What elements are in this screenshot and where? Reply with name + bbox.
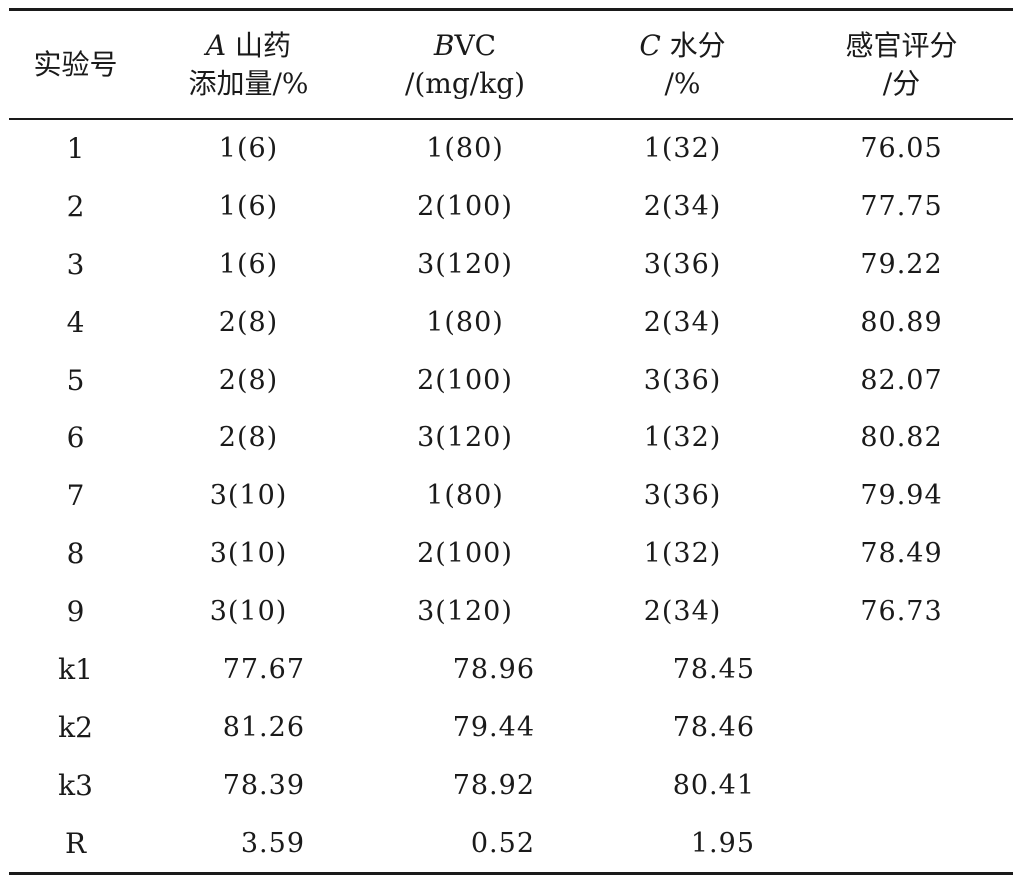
table-cell: 79.22 [860,248,943,280]
header-sensory-score: 感官评分 /分 [845,28,958,100]
table-cell: 1(6) [218,248,279,280]
run-number-cell: 1 [66,131,85,165]
stat-label-cell: R [64,826,87,860]
header-rule [9,118,1013,120]
table-cell: 2(8) [218,364,279,396]
stat-label-cell: k1 [58,652,93,686]
header-run-number: 实验号 [33,47,118,81]
run-number-cell: 5 [66,363,85,397]
table-cell: 76.05 [860,132,943,164]
table-row: 3 1(6) 3(120) 3(36) 79.22 [9,235,1013,293]
table-cell: 1(32) [643,538,722,570]
stat-value-cell: 77.67 [222,653,305,685]
table-row: 1 1(6) 1(80) 1(32) 76.05 [9,120,1013,178]
run-number-cell: 7 [66,479,85,513]
stat-value-cell: 0.52 [470,827,535,859]
table-cell: 3(120) [417,422,513,454]
table-cell: 1(80) [426,480,504,512]
table-row: 4 2(8) 1(80) 2(34) 80.89 [9,293,1013,351]
table-cell: 3(36) [643,248,722,280]
stat-value-cell: 1.95 [690,827,755,859]
table-cell: 3(36) [643,480,722,512]
stat-value-cell: 81.26 [222,711,305,743]
table-cell: 1(32) [643,422,722,454]
stats-row: k3 78.39 78.92 80.41 [9,756,1013,814]
stat-value-cell: 78.96 [452,653,535,685]
table-cell: 2(34) [643,596,722,628]
stats-row: k2 81.26 79.44 78.46 [9,698,1013,756]
table-row: 2 1(6) 2(100) 2(34) 77.75 [9,177,1013,235]
stats-row: k1 77.67 78.96 78.45 [9,641,1013,699]
table-body: 1 1(6) 1(80) 1(32) 76.05 2 1(6) 2(100) 2(34) 77.7… [9,120,1013,873]
table-row: 9 3(10) 3(120) 2(34) 76.73 [9,583,1013,641]
table-cell: 3(10) [209,538,288,570]
table-cell: 1(80) [426,306,504,338]
stat-value-cell: 78.45 [672,653,755,685]
header-factor-c: C 水分 /% [639,28,726,100]
table-cell: 79.94 [860,480,943,512]
table-cell: 3(10) [209,596,288,628]
table-cell: 2(100) [417,190,513,222]
table-cell: 2(8) [218,422,279,454]
stat-value-cell: 78.92 [452,769,535,801]
table-cell: 80.89 [860,306,943,338]
table-cell: 82.07 [860,364,943,396]
header-factor-a: A 山药 添加量/% [188,28,309,100]
empty-cell [790,641,1013,699]
table-row: 5 2(8) 2(100) 3(36) 82.07 [9,351,1013,409]
table-cell: 77.75 [860,190,943,222]
run-number-cell: 9 [66,595,85,629]
table-cell: 76.73 [860,596,943,628]
table-cell: 3(120) [417,248,513,280]
table-cell: 2(34) [643,306,722,338]
table-cell: 2(34) [643,190,722,222]
table-row: 7 3(10) 1(80) 3(36) 79.94 [9,467,1013,525]
table-cell: 2(100) [417,364,513,396]
run-number-cell: 2 [66,189,85,223]
run-number-cell: 4 [66,305,85,339]
table-cell: 80.82 [860,422,943,454]
table-cell: 3(36) [643,364,722,396]
table-cell: 78.49 [860,538,943,570]
stat-value-cell: 78.46 [672,711,755,743]
results-table: 实验号 A 山药 添加量/% BVC /(mg/kg) C 水分 /% 感官评分… [9,11,1013,118]
empty-cell [790,814,1013,872]
top-rule [9,8,1013,11]
table-row: 6 2(8) 3(120) 1(32) 80.82 [9,409,1013,467]
table-row: 8 3(10) 2(100) 1(32) 78.49 [9,525,1013,583]
stats-row: R 3.59 0.52 1.95 [9,814,1013,872]
empty-cell [790,698,1013,756]
run-number-cell: 3 [66,247,85,281]
stat-label-cell: k2 [58,710,93,744]
empty-cell [790,756,1013,814]
stat-value-cell: 3.59 [240,827,305,859]
table-cell: 2(8) [218,306,279,338]
table-cell: 1(80) [426,132,504,164]
table-cell: 1(6) [218,132,279,164]
header-factor-b: BVC /(mg/kg) [404,28,526,100]
header-row: 实验号 A 山药 添加量/% BVC /(mg/kg) C 水分 /% 感官评分… [9,11,1013,118]
table-cell: 3(10) [209,480,288,512]
results-body: 1 1(6) 1(80) 1(32) 76.05 2 1(6) 2(100) 2(34) 77.7… [9,120,1013,873]
stat-label-cell: k3 [58,768,93,802]
table-cell: 2(100) [417,538,513,570]
orthogonal-test-table: 实验号 A 山药 添加量/% BVC /(mg/kg) C 水分 /% 感官评分… [9,8,1013,876]
stat-value-cell: 79.44 [452,711,535,743]
stat-value-cell: 80.41 [672,769,755,801]
run-number-cell: 6 [66,421,85,455]
table-cell: 1(32) [643,132,722,164]
stat-value-cell: 78.39 [222,769,305,801]
table-cell: 1(6) [218,190,279,222]
run-number-cell: 8 [66,537,85,571]
bottom-rule [9,872,1013,876]
table-cell: 3(120) [417,596,513,628]
